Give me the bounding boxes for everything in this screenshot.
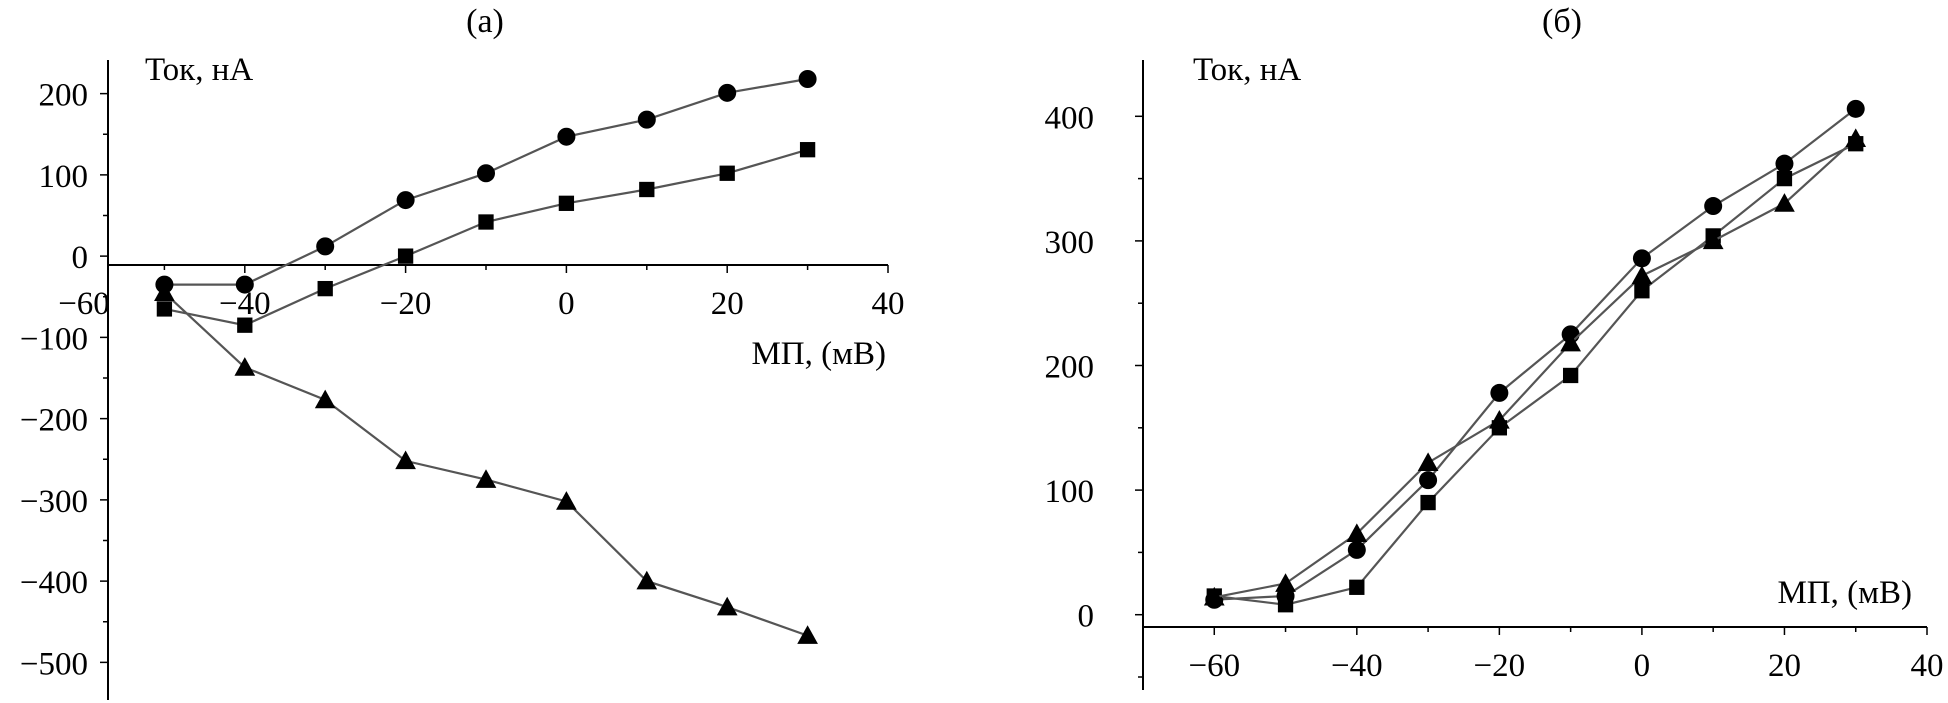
data-point-square xyxy=(719,165,735,181)
series-line-square xyxy=(1214,142,1857,606)
data-point-square xyxy=(237,317,253,333)
data-point-square xyxy=(1562,367,1579,384)
x-tick-label: 40 xyxy=(1911,648,1944,684)
data-point-triangle xyxy=(636,570,658,590)
data-point-square xyxy=(1349,579,1365,595)
data-point-circle xyxy=(1846,99,1865,118)
data-point-triangle xyxy=(716,596,738,616)
x-axis-label: МП, (мВ) xyxy=(1777,575,1912,611)
panel-label: (а) xyxy=(466,3,504,40)
data-point-triangle xyxy=(797,625,818,644)
data-point-triangle xyxy=(1346,523,1368,542)
data-point-square xyxy=(799,142,816,158)
x-tick-label: 20 xyxy=(711,286,744,322)
data-point-circle xyxy=(637,110,656,129)
y-tick-label: 200 xyxy=(39,78,89,114)
data-point-circle xyxy=(1419,471,1438,490)
data-point-triangle xyxy=(1203,586,1225,606)
data-point-triangle xyxy=(1489,409,1510,429)
data-point-triangle xyxy=(556,491,577,510)
x-tick-label: 40 xyxy=(872,286,905,322)
y-tick-label: 0 xyxy=(1078,599,1095,635)
data-point-square xyxy=(1420,494,1436,511)
data-point-square xyxy=(478,214,494,230)
data-point-triangle xyxy=(395,450,416,470)
y-tick-label: −400 xyxy=(20,565,88,601)
data-point-circle xyxy=(557,127,576,146)
data-point-circle xyxy=(1632,249,1651,268)
data-point-circle xyxy=(316,237,335,256)
data-point-circle xyxy=(1490,383,1509,402)
data-point-square xyxy=(1634,283,1650,299)
data-point-square xyxy=(317,280,333,297)
data-point-circle xyxy=(718,83,737,102)
data-point-square xyxy=(558,195,575,211)
data-point-triangle xyxy=(475,469,497,488)
series-line-triangle xyxy=(1214,137,1857,599)
data-point-square xyxy=(156,301,173,317)
x-tick-label: −60 xyxy=(58,286,110,322)
data-point-triangle xyxy=(1560,332,1581,352)
data-point-triangle xyxy=(154,282,175,301)
y-tick-label: 200 xyxy=(1045,350,1095,386)
panel-label: (б) xyxy=(1542,3,1582,40)
y-tick-label: −100 xyxy=(20,321,88,357)
y-tick-label: −200 xyxy=(20,403,88,439)
x-tick-label: 0 xyxy=(1634,648,1651,684)
y-axis-label: Ток, нА xyxy=(145,52,253,88)
y-tick-label: −300 xyxy=(20,484,88,520)
data-point-circle xyxy=(477,164,495,183)
chart-panel-a: (а) Ток, нА МП, (мВ) 2001000−100−200−300… xyxy=(20,3,905,700)
data-point-square xyxy=(397,248,414,264)
x-tick-label: −20 xyxy=(380,286,432,322)
data-point-triangle xyxy=(1275,573,1296,592)
data-point-circle xyxy=(1775,154,1794,173)
x-axis-label: МП, (мВ) xyxy=(751,336,886,372)
y-tick-label: 400 xyxy=(1045,100,1095,136)
data-point-triangle xyxy=(1631,265,1653,285)
series-line-circle xyxy=(1214,107,1857,601)
x-tick-label: −20 xyxy=(1474,648,1526,684)
data-point-triangle xyxy=(1417,452,1439,471)
x-tick-label: 20 xyxy=(1768,648,1801,684)
y-tick-label: −500 xyxy=(20,646,88,682)
y-axis-label: Ток, нА xyxy=(1193,52,1301,88)
series-line-triangle xyxy=(163,291,808,637)
data-point-square xyxy=(639,181,655,198)
data-point-triangle xyxy=(234,357,256,376)
x-tick-label: 0 xyxy=(558,286,575,322)
y-tick-label: 300 xyxy=(1045,225,1095,261)
y-tick-label: 100 xyxy=(39,159,89,195)
data-point-square xyxy=(1776,170,1793,187)
data-point-circle xyxy=(1347,540,1366,559)
data-point-triangle xyxy=(1702,230,1724,250)
data-point-square xyxy=(1277,597,1294,613)
data-point-circle xyxy=(1704,197,1723,216)
data-point-triangle xyxy=(1845,128,1867,148)
data-point-circle xyxy=(396,191,415,210)
x-tick-label: −60 xyxy=(1188,648,1240,684)
y-tick-label: 100 xyxy=(1045,474,1095,510)
y-tick-label: 0 xyxy=(72,240,89,276)
data-point-triangle xyxy=(314,389,336,409)
data-point-circle xyxy=(798,70,817,88)
data-point-triangle xyxy=(1774,193,1795,212)
x-tick-label: −40 xyxy=(1331,648,1383,684)
data-point-circle xyxy=(235,275,254,294)
